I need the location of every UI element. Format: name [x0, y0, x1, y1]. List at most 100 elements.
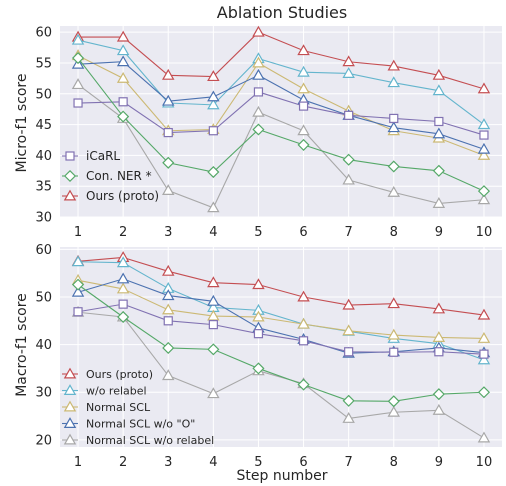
point-ours — [342, 298, 355, 310]
point-con_ner — [342, 394, 355, 407]
point-icarl — [434, 116, 444, 127]
panel-macro-ylabel: Macro-f1 score — [14, 293, 30, 397]
x-tick-label: 10 — [476, 455, 493, 470]
point-normal_scl_wo_relabel — [387, 405, 400, 417]
panel-micro-xticks: 1 2 3 4 5 6 7 8 9 10 — [74, 225, 492, 240]
point-normal_scl_wo_relabel — [207, 387, 220, 399]
y-tick-label: 30 — [35, 386, 52, 401]
series-line-normal_scl_wo_relabel — [77, 311, 485, 439]
point-con_ner — [207, 165, 220, 179]
series-line-wo_relabel — [77, 39, 485, 126]
point-con_ner — [117, 110, 130, 123]
panel-micro-ylabel: Micro-f1 score — [14, 74, 30, 173]
panel-micro-yticks: 30 35 40 45 50 55 60 — [35, 26, 52, 226]
x-tick-label: 8 — [390, 225, 398, 240]
point-con_ner — [207, 343, 220, 356]
point-normal_scl_wo_o — [432, 127, 446, 139]
point-con_ner — [252, 123, 265, 136]
series-line-icarl — [77, 303, 484, 355]
point-normal_scl — [162, 303, 175, 315]
panel-macro-series — [71, 251, 491, 443]
legend-label-con_ner: Con. NER * — [86, 169, 152, 183]
legend-label-wo_relabel: w/o relabel — [86, 385, 147, 398]
legend-label-normal_scl: Normal SCL — [86, 401, 151, 414]
point-con_ner — [71, 278, 85, 291]
point-ours — [162, 264, 175, 276]
x-tick-label: 3 — [164, 455, 172, 470]
y-tick-label: 40 — [35, 149, 52, 164]
legend-marker-normal_scl_wo_o — [63, 417, 77, 428]
point-normal_scl — [116, 71, 130, 83]
x-tick-label: 7 — [345, 455, 353, 470]
y-tick-label: 30 — [35, 211, 52, 226]
point-ours — [297, 290, 310, 302]
series-line-normal_scl_wo_o — [78, 61, 485, 150]
point-normal_scl — [387, 328, 400, 340]
point-ours — [387, 59, 400, 71]
point-ours — [297, 44, 310, 56]
point-icarl — [479, 349, 489, 359]
point-icarl — [163, 316, 173, 326]
point-normal_scl_wo_o — [162, 289, 175, 301]
point-wo_relabel — [71, 255, 85, 267]
point-con_ner — [71, 51, 85, 65]
point-normal_scl — [252, 56, 265, 68]
y-tick-label: 50 — [35, 87, 52, 102]
series-line-normal_scl — [77, 55, 485, 156]
legend-label-normal_scl_wo_o: Normal SCL w/o "O" — [86, 418, 195, 431]
point-wo_relabel — [116, 256, 130, 268]
panel-micro-legend: iCaRL Con. NER * Ours (proto) — [62, 149, 159, 203]
legend-marker-ours — [63, 189, 77, 201]
point-normal_scl_wo_relabel — [342, 412, 355, 423]
point-icarl — [163, 127, 173, 138]
point-normal_scl — [477, 148, 491, 160]
point-icarl — [73, 307, 83, 317]
series-line-con_ner — [77, 57, 485, 192]
point-ours — [432, 68, 446, 80]
point-normal_scl — [297, 317, 310, 329]
point-icarl — [389, 347, 399, 357]
legend-marker-icarl — [65, 151, 75, 161]
series-line-con_ner — [77, 284, 484, 402]
y-tick-label: 20 — [35, 433, 52, 448]
point-ours — [252, 278, 265, 290]
point-normal_scl_wo_relabel — [252, 105, 265, 117]
legend-marker-normal_scl — [63, 400, 77, 412]
point-wo_relabel — [477, 118, 491, 130]
point-icarl — [73, 98, 83, 108]
series-line-normal_scl_wo_relabel — [77, 84, 485, 209]
point-wo_relabel — [71, 33, 85, 45]
x-tick-label: 7 — [345, 225, 353, 240]
point-wo_relabel — [387, 76, 400, 88]
point-con_ner — [162, 341, 175, 355]
x-tick-label: 4 — [209, 225, 217, 240]
point-normal_scl_wo_relabel — [297, 124, 310, 136]
point-con_ner — [297, 378, 310, 391]
point-con_ner — [162, 156, 175, 169]
point-normal_scl_wo_o — [252, 68, 265, 80]
point-wo_relabel — [477, 353, 491, 365]
x-tick-label: 2 — [119, 455, 127, 470]
point-ours — [477, 308, 491, 320]
panel-macro-legend: Ours (proto) w/o relabel Normal SCL Normal … — [62, 367, 214, 447]
legend-label-ours: Ours (proto) — [86, 368, 153, 381]
point-normal_scl_wo_relabel — [207, 201, 220, 213]
point-normal_scl_wo_relabel — [162, 369, 175, 381]
x-tick-label: 5 — [254, 225, 262, 240]
point-normal_scl_wo_o — [116, 272, 130, 284]
point-ours — [207, 70, 220, 82]
point-ours — [432, 302, 446, 314]
x-tick-label: 8 — [390, 455, 398, 470]
legend-marker-con_ner — [63, 169, 77, 183]
point-icarl — [434, 347, 444, 357]
point-con_ner — [117, 310, 130, 324]
point-con_ner — [432, 388, 445, 401]
point-ours — [342, 55, 355, 67]
x-tick-label: 9 — [435, 225, 443, 240]
point-wo_relabel — [342, 67, 355, 78]
legend-marker-ours — [63, 367, 77, 379]
panel-macro-yticks: 20 30 40 50 60 — [35, 243, 52, 448]
point-normal_scl_wo_o — [387, 121, 400, 133]
point-icarl — [208, 126, 218, 136]
point-icarl — [479, 130, 489, 140]
